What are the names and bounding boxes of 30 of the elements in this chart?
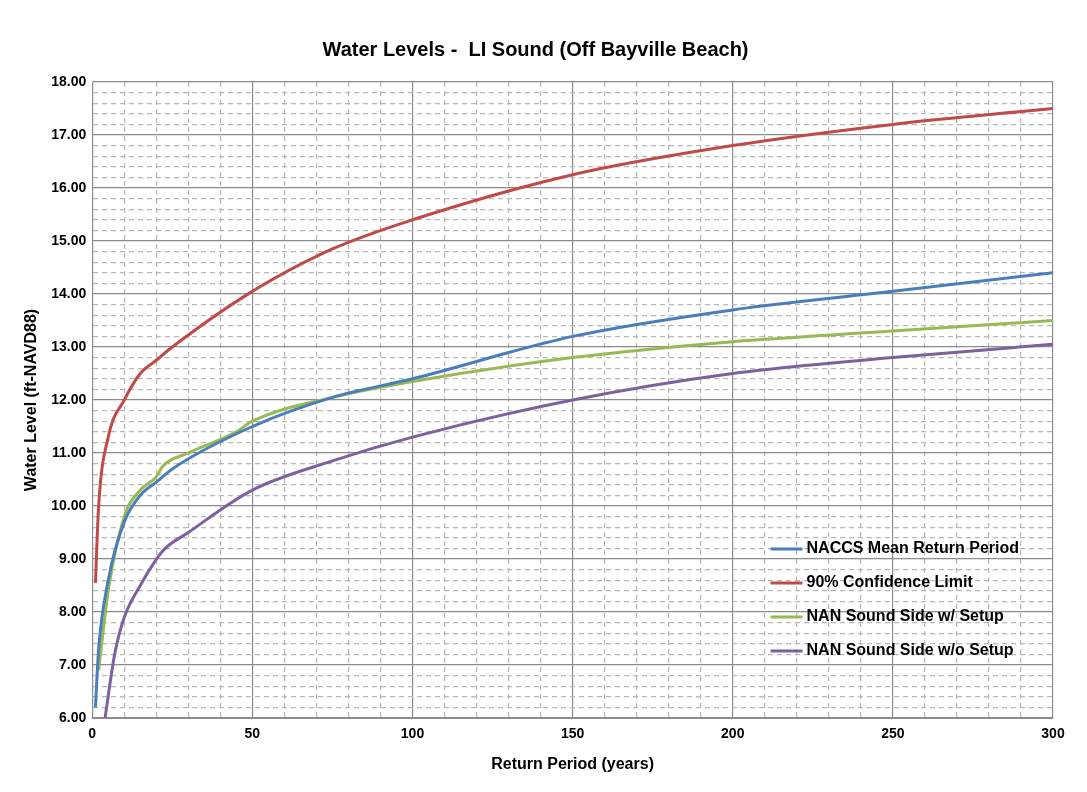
x-tick-label: 100 xyxy=(400,725,425,742)
y-tick-label: 6.00 xyxy=(58,708,87,725)
y-tick-label: 11.00 xyxy=(51,443,87,460)
x-axis-title: Return Period (years) xyxy=(491,754,654,772)
legend-label: NAN Sound Side w/ Setup xyxy=(806,607,1005,625)
x-tick-label: 50 xyxy=(244,725,261,742)
y-tick-label: 14.00 xyxy=(51,284,87,301)
y-tick-label: 17.00 xyxy=(51,125,87,142)
y-tick-label: 15.00 xyxy=(51,231,87,248)
legend-label: 90% Confidence Limit xyxy=(806,573,974,591)
legend-label: NACCS Mean Return Period xyxy=(806,539,1019,557)
y-axis-title: Water Level (ft-NAVD88) xyxy=(22,308,40,492)
x-tick-label: 150 xyxy=(560,725,585,742)
x-tick-label: 0 xyxy=(88,725,97,742)
x-tick-label: 250 xyxy=(881,725,905,742)
y-tick-label: 8.00 xyxy=(58,602,87,619)
legend-label: NAN Sound Side w/o Setup xyxy=(806,641,1014,659)
chart-title: Water Levels - LI Sound (Off Bayville Beach) xyxy=(322,37,749,60)
y-tick-label: 13.00 xyxy=(51,337,87,354)
line-series xyxy=(103,342,1053,718)
x-tick-label: 300 xyxy=(1041,725,1065,742)
y-tick-label: 10.00 xyxy=(51,496,87,513)
line-series xyxy=(93,271,1053,709)
y-tick-label: 7.00 xyxy=(58,655,87,672)
y-tick-label: 9.00 xyxy=(58,549,87,566)
y-tick-label: 16.00 xyxy=(51,178,87,195)
x-tick-label: 200 xyxy=(721,725,745,742)
line-series xyxy=(93,107,1053,585)
y-tick-label: 12.00 xyxy=(51,390,87,407)
y-tick-label: 18.00 xyxy=(51,72,87,89)
